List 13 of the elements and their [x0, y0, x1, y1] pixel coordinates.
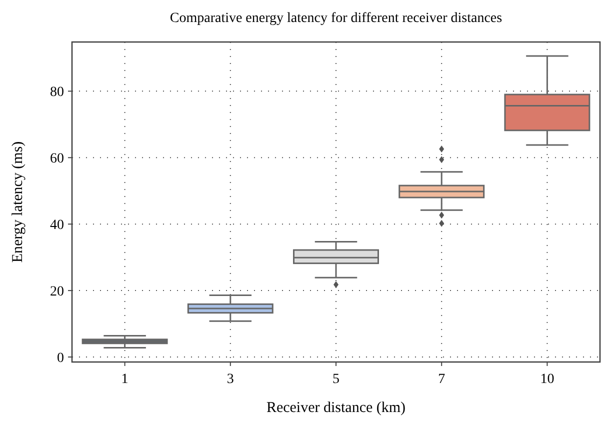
y-tick-label: 20: [50, 284, 64, 300]
y-tick-label: 60: [50, 152, 64, 167]
x-tick-label: 3: [226, 372, 234, 387]
y-tick-label: 0: [57, 350, 64, 366]
x-tick-label: 7: [438, 372, 446, 387]
x-tick-label: 10: [540, 372, 554, 387]
x-axis-title: Receiver distance (km): [266, 400, 406, 416]
x-tick-label: 5: [332, 372, 340, 387]
y-axis-title: Energy latency (ms): [10, 141, 26, 263]
y-tick-label: 80: [50, 85, 64, 100]
chart-title: Comparative energy latency for different receiver distances: [170, 11, 502, 26]
y-tick-label: 40: [50, 218, 64, 233]
x-tick-label: 1: [121, 372, 128, 387]
